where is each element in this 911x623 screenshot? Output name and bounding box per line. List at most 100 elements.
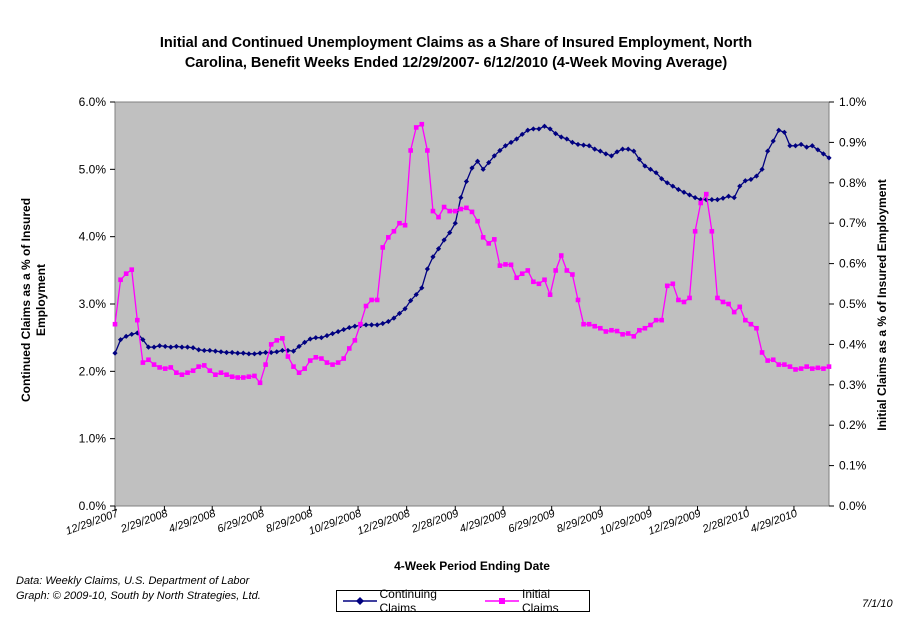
data-point <box>536 281 542 287</box>
source-note-line-1: Data: Weekly Claims, U.S. Department of … <box>16 575 250 587</box>
data-point <box>530 126 536 132</box>
data-point <box>368 322 375 328</box>
data-point <box>469 165 475 171</box>
data-point <box>118 277 123 283</box>
data-point <box>821 366 826 371</box>
data-point <box>346 324 352 331</box>
data-point <box>653 170 659 176</box>
data-point <box>765 148 771 154</box>
data-point <box>157 343 163 349</box>
data-point <box>620 332 625 337</box>
data-point <box>240 350 246 356</box>
data-point <box>580 142 587 148</box>
data-point <box>123 271 129 276</box>
data-point <box>447 208 452 214</box>
data-point <box>486 241 492 246</box>
data-point <box>503 262 508 267</box>
data-point <box>776 127 782 133</box>
y-right-tick-label: 0.8% <box>839 176 867 190</box>
chart-date: 7/1/10 <box>862 598 893 610</box>
data-point <box>224 372 229 377</box>
data-point <box>531 279 536 285</box>
y-left-axis: 0.0% 1.0% 2.0% 3.0% 4.0% 5.0% 6.0% <box>79 95 115 513</box>
data-point <box>709 197 715 203</box>
data-point <box>670 281 676 287</box>
x-tick-label: 12/29/2009 <box>647 508 703 538</box>
data-point <box>720 299 726 305</box>
data-point <box>642 325 648 331</box>
data-point <box>759 166 765 172</box>
data-point <box>564 268 570 273</box>
data-point <box>324 333 330 339</box>
data-point <box>358 321 363 327</box>
data-point <box>374 322 380 328</box>
data-point <box>742 178 748 184</box>
data-point <box>759 350 765 355</box>
data-point <box>346 346 352 351</box>
data-point <box>246 374 252 380</box>
data-point <box>140 337 146 343</box>
data-point <box>352 338 358 343</box>
data-point <box>569 139 576 145</box>
data-point <box>642 163 648 169</box>
data-point <box>190 368 196 373</box>
data-point <box>151 344 157 350</box>
data-point <box>491 153 497 159</box>
data-point <box>436 214 441 220</box>
data-point <box>659 176 665 182</box>
data-point <box>279 347 285 354</box>
data-point <box>608 153 615 159</box>
data-point <box>753 173 760 179</box>
data-point <box>135 317 140 323</box>
data-point <box>146 357 151 363</box>
x-tick-label: 6/29/2009 <box>507 508 557 536</box>
data-point <box>692 195 698 201</box>
data-point <box>413 291 419 298</box>
data-point <box>447 230 453 236</box>
data-point <box>636 156 642 162</box>
data-point <box>798 141 804 148</box>
data-point <box>675 186 681 193</box>
data-point <box>402 306 408 312</box>
data-point <box>329 331 336 337</box>
y-right-tick-label: 0.3% <box>839 378 867 392</box>
data-point <box>609 327 614 333</box>
y-left-tick-label: 5.0% <box>79 162 107 176</box>
data-point <box>564 136 570 142</box>
y-right-tick-label: 0.4% <box>839 337 867 351</box>
data-point <box>430 208 436 214</box>
data-point <box>386 235 391 240</box>
x-tick-label: 6/29/2008 <box>216 507 267 535</box>
data-point <box>474 158 481 164</box>
data-point <box>687 295 692 301</box>
data-point <box>558 134 564 140</box>
data-point <box>425 148 430 153</box>
data-point <box>218 349 224 355</box>
data-point <box>553 268 558 273</box>
data-point <box>826 155 832 161</box>
data-point <box>536 126 542 132</box>
data-point <box>804 364 809 369</box>
data-point <box>492 237 497 242</box>
data-point <box>313 355 319 360</box>
data-point <box>157 365 162 370</box>
data-point <box>185 370 190 375</box>
data-point <box>681 189 687 195</box>
data-point <box>252 373 257 379</box>
data-point <box>123 333 129 339</box>
source-note: Data: Weekly Claims, U.S. Department of … <box>16 575 261 602</box>
data-point <box>703 191 709 197</box>
data-point <box>670 183 676 189</box>
data-point <box>625 331 631 336</box>
data-point <box>280 336 285 341</box>
data-point <box>391 228 397 234</box>
data-point <box>664 180 670 186</box>
data-point <box>424 266 430 272</box>
data-point <box>419 121 425 127</box>
y-right-tick-label: 0.9% <box>839 135 867 149</box>
legend-item-initial: Initial Claims <box>485 587 589 615</box>
x-tick-label: 8/29/2008 <box>264 507 315 535</box>
data-point <box>168 365 174 370</box>
data-point <box>129 331 135 337</box>
series-initial-claims <box>112 121 832 386</box>
